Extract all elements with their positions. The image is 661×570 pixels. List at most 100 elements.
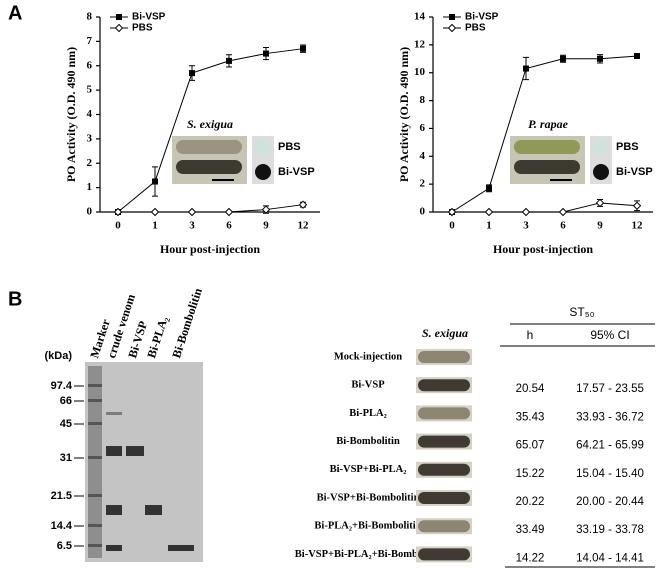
larva [176,160,242,174]
marker [261,205,271,214]
well-vsp [255,164,271,180]
cell: 35.43 [516,411,545,423]
column-header: h [527,328,534,342]
x-tick-label: 0 [115,220,121,232]
marker [298,200,308,209]
y-tick-label: 12 [414,38,426,50]
image-header: S. exigua [422,326,468,340]
x-tick-label: 9 [597,220,603,232]
row-name: Bi-VSP+Bi-PLA₂+Bi-Bombolitin [295,549,442,560]
y-axis-label: PO Activity (O.D. 490 nm) [64,47,78,182]
y-tick-label: 7 [87,35,93,47]
y-tick-label: 0 [87,206,93,218]
row-name: Bi-Bombolitin [336,436,400,447]
marker [560,55,566,62]
marker [521,207,531,217]
cell: 20.54 [516,383,545,395]
y-tick-label: 1 [87,181,93,193]
y-tick-label: 5 [87,84,93,96]
cell: 64.21 - 65.99 [576,440,644,452]
y-tick-label: 8 [87,11,93,23]
marker [595,198,605,208]
x-tick-label: 6 [560,220,566,232]
larva [514,140,580,154]
y-tick-label: 0 [420,206,426,218]
x-tick-label: 1 [486,220,492,232]
marker [300,45,306,52]
y-tick-label: 4 [87,108,93,120]
x-tick-label: 6 [226,220,232,232]
cell: 33.93 - 36.72 [576,411,644,423]
y-axis-label: PO Activity (O.D. 490 nm) [397,47,411,182]
series-line [118,204,304,213]
marker [632,201,642,210]
marker-size: 21.5 [51,490,72,502]
inset-label: Bi-VSP [278,166,315,178]
marker-size: 31 [60,452,72,464]
x-tick-label: 3 [189,220,195,232]
row-name: Bi-VSP [351,380,385,391]
cell: 17.57 - 23.55 [576,383,644,395]
gel [85,362,203,562]
x-tick-label: 12 [298,220,310,232]
marker [150,207,160,217]
larva [418,379,470,392]
y-tick-label: 2 [420,178,426,190]
marker [187,207,197,217]
marker-size: 97.4 [51,380,73,392]
series-line [117,48,304,213]
inset-label: PBS [278,141,301,153]
marker-size: 45 [60,418,72,430]
cell: 14.22 [516,552,545,564]
y-tick-label: 14 [414,11,426,23]
marker-size: 14.4 [51,520,73,532]
marker [597,55,603,62]
y-tick-label: 2 [87,157,93,169]
legend-label: PBS [465,23,486,34]
y-tick-label: 8 [420,94,426,106]
x-tick-label: 9 [263,220,269,232]
y-tick-label: 6 [87,59,93,71]
larva [418,351,470,363]
panel-label: B [8,288,22,310]
row-name: Bi-VSP+Bi-PLA₂ [330,464,407,475]
cell: 15.22 [516,468,545,480]
marker [634,53,640,59]
inset-title: P. rapae [528,117,568,131]
table-rules [500,323,655,568]
larva [418,492,470,504]
marker [152,178,158,185]
marker-size: 6.5 [57,540,72,552]
marker [116,14,122,20]
cell: 15.04 - 15.40 [576,468,644,480]
larva [418,548,470,561]
marker [263,50,269,57]
x-tick-label: 3 [523,220,529,232]
row-name: Bi-PLA₂+Bi-Bombolitin [314,521,421,532]
cell: 33.19 - 33.78 [576,524,644,536]
cell: 33.49 [516,524,545,536]
row-name: Bi-VSP+Bi-Bombolitin [317,492,420,503]
cell: 14.04 - 14.41 [576,552,644,564]
larva [418,520,470,533]
cell: 20.00 - 20.44 [576,496,644,508]
panel-label: A [8,2,22,24]
series-line [451,55,638,213]
marker [114,23,124,33]
row-name: Bi-PLA₂ [349,408,387,419]
larva [418,463,470,476]
marker [447,207,457,217]
larva [418,407,470,420]
marker [226,57,232,64]
legend-label: Bi-VSP [132,12,166,23]
marker [558,207,568,217]
y-tick-label: 4 [420,150,426,162]
series-line [452,202,638,213]
column-header: 95% CI [590,328,629,342]
x-axis-label: Hour post-injection [160,242,260,256]
legend-label: PBS [132,23,153,34]
larva [418,435,470,448]
marker-size: 66 [60,395,72,407]
marker [523,65,529,72]
